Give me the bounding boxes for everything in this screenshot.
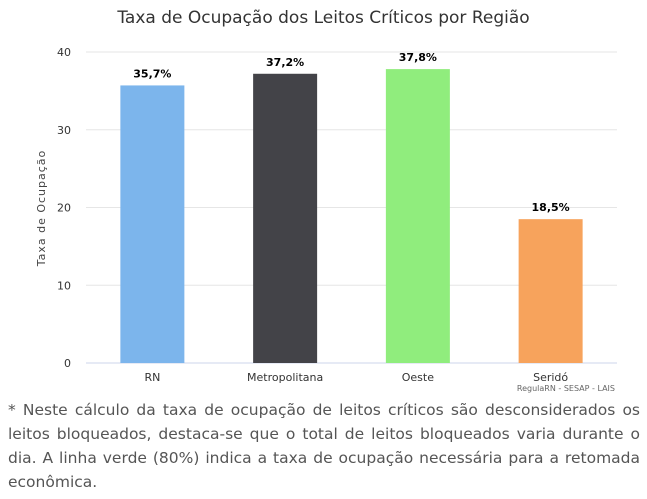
x-tick-label: RN: [144, 371, 160, 384]
x-tick-label: Metropolitana: [247, 371, 323, 384]
bar-serid-: [518, 219, 583, 363]
y-tick-label: 40: [57, 46, 71, 59]
data-label: 35,7%: [133, 67, 171, 80]
y-axis-label: Taxa de Ocupação: [35, 150, 48, 268]
bar-rn: [120, 85, 185, 364]
bar-chart: Taxa de Ocupação dos Leitos Críticos por…: [35, 8, 617, 393]
y-axis-ticks: 0 10 20 30 40: [57, 46, 71, 370]
y-tick-label: 10: [57, 279, 71, 292]
x-axis-categories: RN Metropolitana Oeste Seridó: [144, 371, 568, 384]
value-labels: 35,7% 37,2% 37,8% 18,5%: [133, 51, 569, 214]
y-tick-label: 30: [57, 124, 71, 137]
data-label: 37,8%: [399, 51, 437, 64]
y-tick-label: 20: [57, 202, 71, 215]
y-tick-label: 0: [64, 357, 71, 370]
chart-title: Taxa de Ocupação dos Leitos Críticos por…: [116, 8, 529, 28]
footnote-text: * Neste cálculo da taxa de ocupação de l…: [8, 401, 640, 491]
data-label: 18,5%: [532, 201, 570, 214]
x-tick-label: Seridó: [533, 371, 568, 384]
bar-metropolitana: [253, 73, 318, 364]
bars: [120, 69, 583, 364]
data-label: 37,2%: [266, 56, 304, 69]
x-tick-label: Oeste: [402, 371, 434, 384]
bar-oeste: [385, 69, 450, 363]
chart-credits: RegulaRN - SESAP - LAIS: [517, 384, 615, 393]
